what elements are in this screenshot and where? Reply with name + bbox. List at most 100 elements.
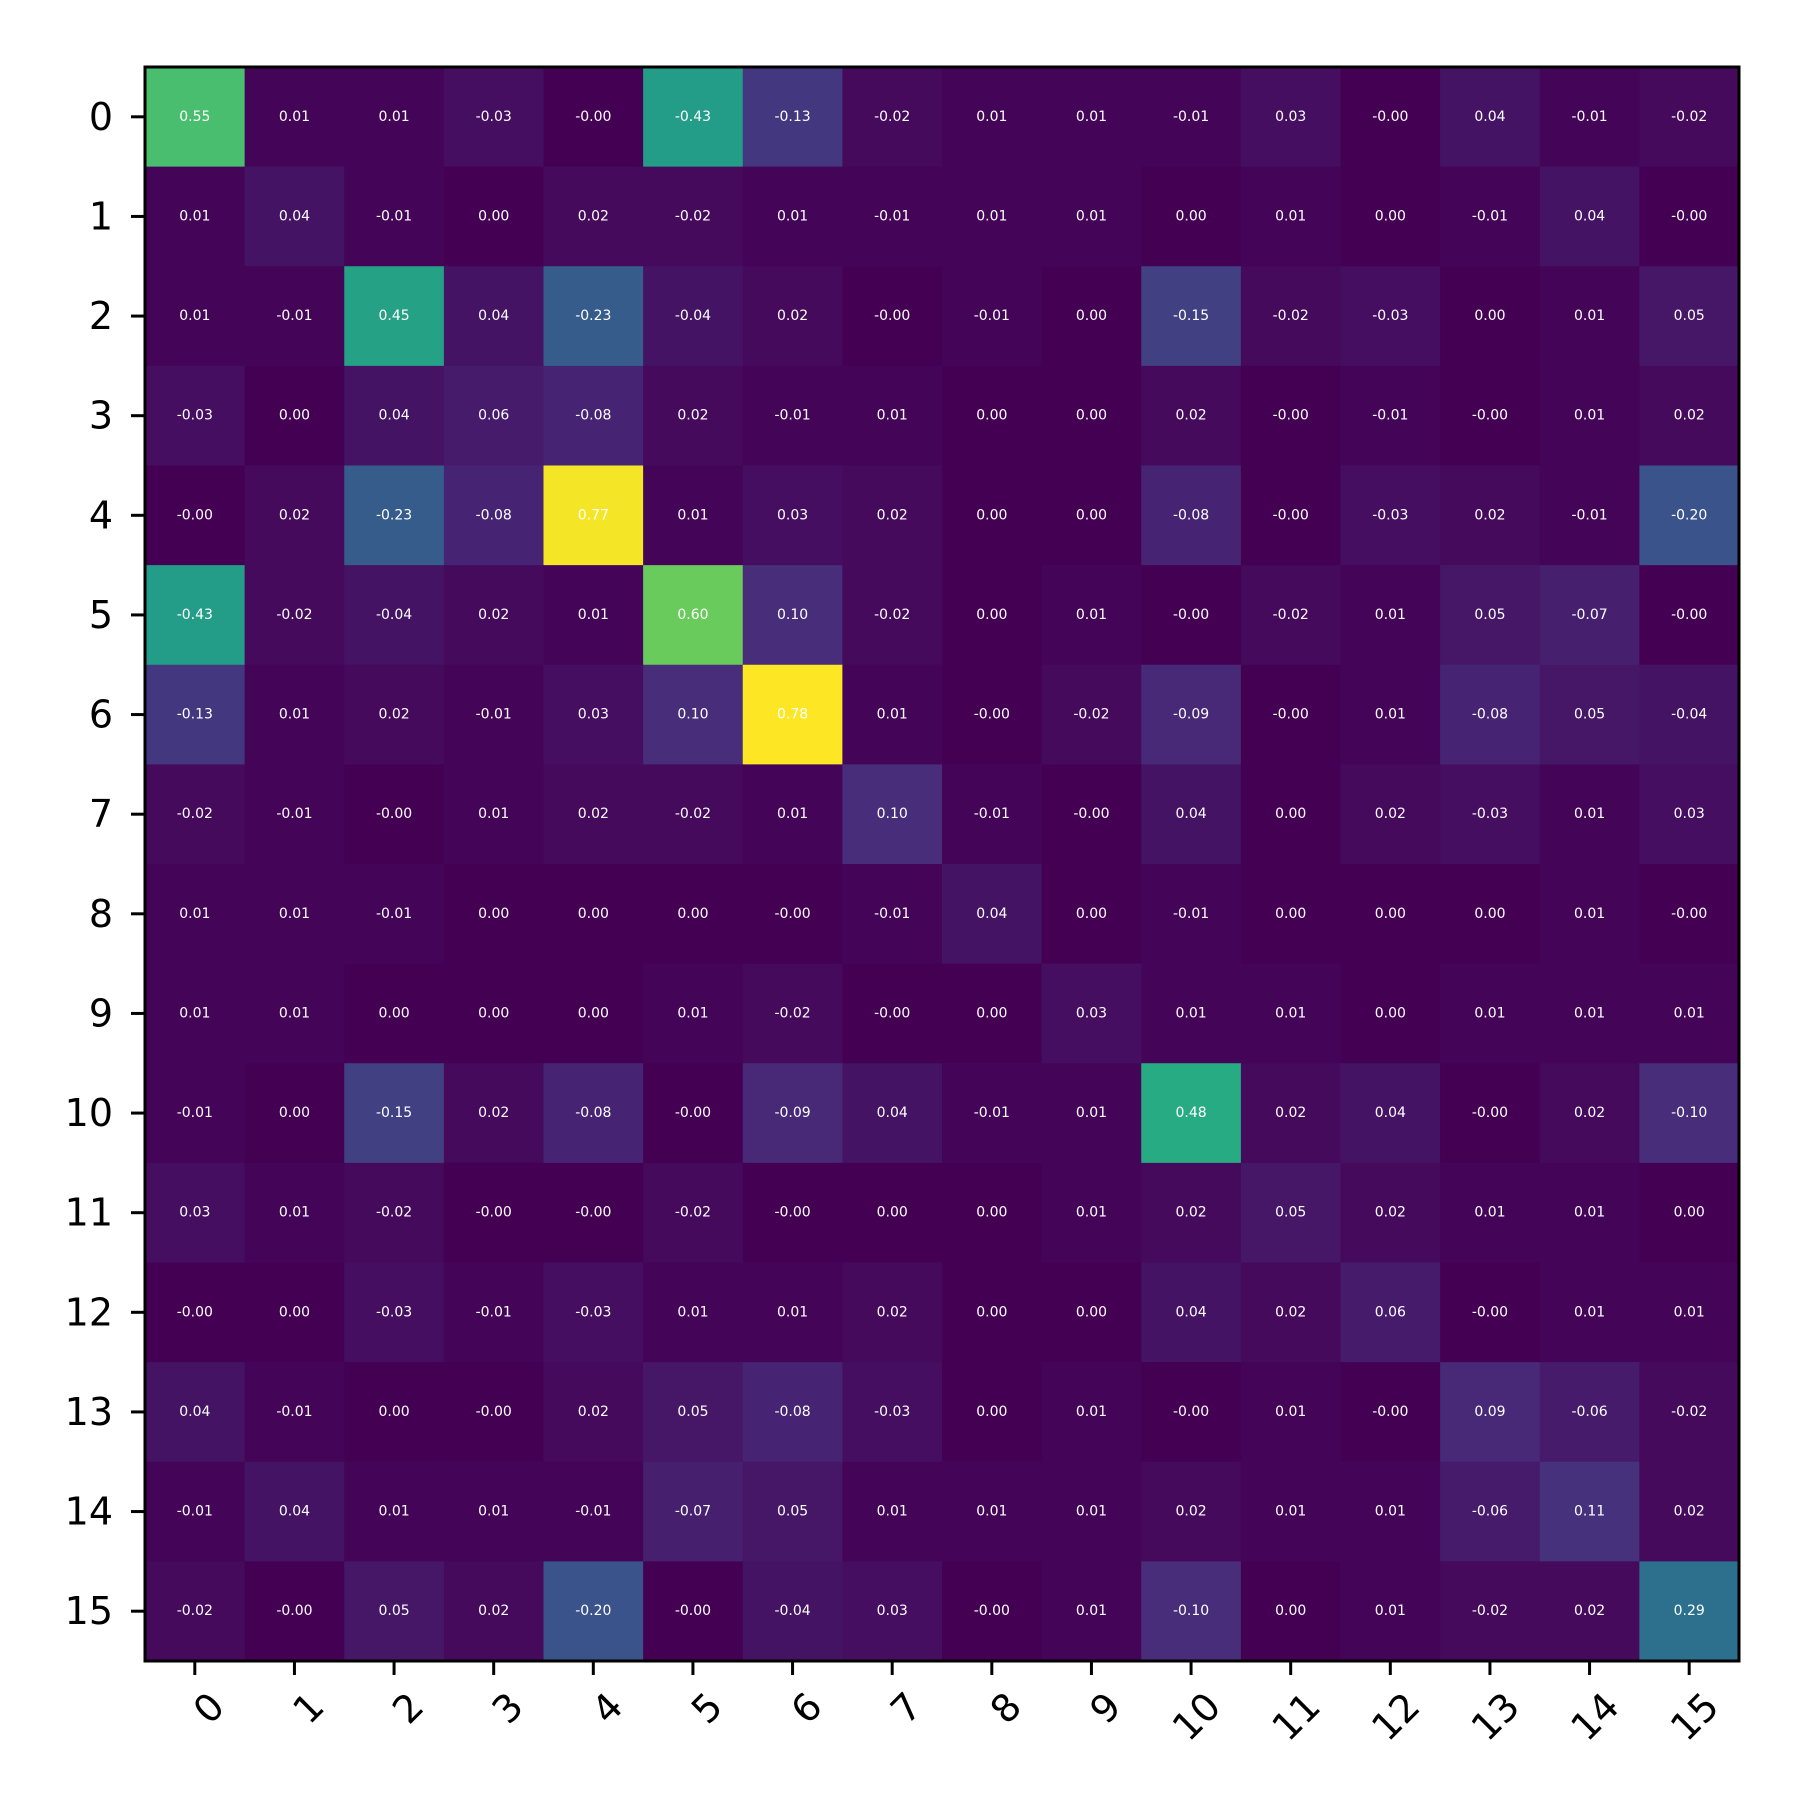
x-tick-label: 11 [1264,1684,1329,1749]
cell-value-label: 0.01 [976,1504,1007,1520]
heatmap-cell [145,1362,246,1463]
heatmap-cell [1340,465,1441,566]
y-tick-label: 4 [89,493,113,537]
cell-value-label: 0.01 [1375,1603,1406,1619]
heatmap-cell [1240,864,1342,965]
cell-value-label: 0.01 [279,1205,310,1221]
cell-value-label: -0.01 [874,906,910,922]
x-tick-label: 3 [484,1684,532,1732]
cell-value-label: 0.00 [478,1005,509,1021]
heatmap-cell [742,365,843,467]
heatmap-cell [344,664,445,765]
cell-value-label: 0.01 [1674,1304,1705,1320]
heatmap-cell [1440,1461,1541,1562]
heatmap-cell [1340,67,1441,168]
heatmap-cell [1041,166,1142,267]
cell-value-label: 0.02 [1175,1504,1206,1520]
heatmap-cell [842,67,943,168]
cell-value-label: -0.01 [376,906,412,922]
cell-value-label: 0.01 [1076,1105,1107,1121]
cell-value-label: 0.02 [1275,1105,1306,1121]
cell-value-label: -0.20 [1671,507,1707,523]
cell-value-label: -0.06 [1571,1404,1607,1420]
cell-value-label: 0.00 [378,1404,409,1420]
heatmap-cell [1440,1262,1541,1363]
cell-value-label: -0.01 [376,208,412,224]
cell-value-label: -0.02 [774,1005,810,1021]
heatmap-cell [1041,864,1142,965]
heatmap-cell [1041,465,1142,566]
cell-value-label: 0.04 [279,1504,310,1520]
cell-value-label: -0.01 [276,1404,312,1420]
cell-value-label: 0.01 [1474,1205,1505,1221]
heatmap-cell [543,465,644,566]
heatmap-cell [942,1262,1043,1363]
cell-value-label: -0.02 [1671,109,1707,125]
heatmap-cell [842,266,943,367]
cell-value-label: -0.13 [177,707,213,723]
heatmap-cell [443,664,545,765]
heatmap-cell [543,565,644,666]
cell-value-label: 0.02 [877,1304,908,1320]
heatmap-cell [1141,1461,1242,1562]
cell-value-label: -0.00 [1372,109,1408,125]
cell-value-label: 0.01 [677,507,708,523]
cell-value-label: 0.00 [1275,1603,1306,1619]
heatmap-cell [742,565,843,666]
heatmap-cell [145,266,246,367]
heatmap-cell [1141,365,1242,467]
heatmap-cell [1440,1362,1541,1463]
cell-value-label: -0.02 [1671,1404,1707,1420]
heatmap-cell [742,1063,843,1164]
cell-value-label: 0.02 [578,1404,609,1420]
heatmap-cell [1539,664,1640,765]
cell-value-label: 0.00 [378,1005,409,1021]
cell-value-label: 0.01 [1574,1005,1605,1021]
heatmap-cell [842,764,943,865]
cell-value-label: 0.01 [1076,1404,1107,1420]
x-tick-label: 4 [583,1684,631,1732]
cell-value-label: 0.05 [777,1504,808,1520]
cell-value-label: 0.01 [1275,1404,1306,1420]
cell-value-label: 0.02 [578,806,609,822]
x-tick-label: 2 [384,1684,432,1732]
cell-value-label: 0.04 [179,1404,210,1420]
heatmap-cell [1340,1162,1441,1264]
cell-value-label: 0.01 [877,408,908,424]
cell-value-label: -0.07 [675,1504,711,1520]
y-tick-label: 0 [89,95,113,139]
cell-value-label: 0.01 [1474,1005,1505,1021]
heatmap-cell [1141,664,1242,765]
heatmap-cell [942,764,1043,865]
heatmap-cell [244,565,345,666]
heatmap-cell [1639,565,1740,666]
heatmap-cell [145,1262,246,1363]
x-tick-label: 5 [683,1684,731,1732]
cell-value-label: 0.10 [777,607,808,623]
heatmap-cell [543,166,644,267]
heatmap-cell [543,67,644,168]
heatmap-cell [344,565,445,666]
y-tick-label: 10 [65,1091,113,1135]
cell-value-label: -0.02 [177,1603,213,1619]
cell-value-label: 0.60 [677,607,708,623]
heatmap-cell [1041,664,1142,765]
heatmap-cell [244,1461,345,1562]
cell-value-label: 0.03 [877,1603,908,1619]
heatmap-cell [842,166,943,267]
cell-value-label: -0.01 [177,1504,213,1520]
y-tick-label: 6 [89,693,113,737]
heatmap-cell [344,1461,445,1562]
heatmap-cell [1639,864,1740,965]
heatmap-cell [1141,1063,1242,1164]
heatmap-cell [145,864,246,965]
x-axis: 0 1 2 3 4 5 6 7 8 9 10 11 12 13 14 15 [185,1661,1727,1749]
cell-value-label: 0.04 [877,1105,908,1121]
heatmap-cell [942,365,1043,467]
cell-value-label: -0.00 [675,1105,711,1121]
heatmap-cell [1539,67,1640,168]
cell-value-label: 0.55 [179,109,210,125]
cell-value-label: 0.02 [1574,1105,1605,1121]
heatmap-cell [1639,1063,1740,1164]
heatmap-cell [842,465,943,566]
